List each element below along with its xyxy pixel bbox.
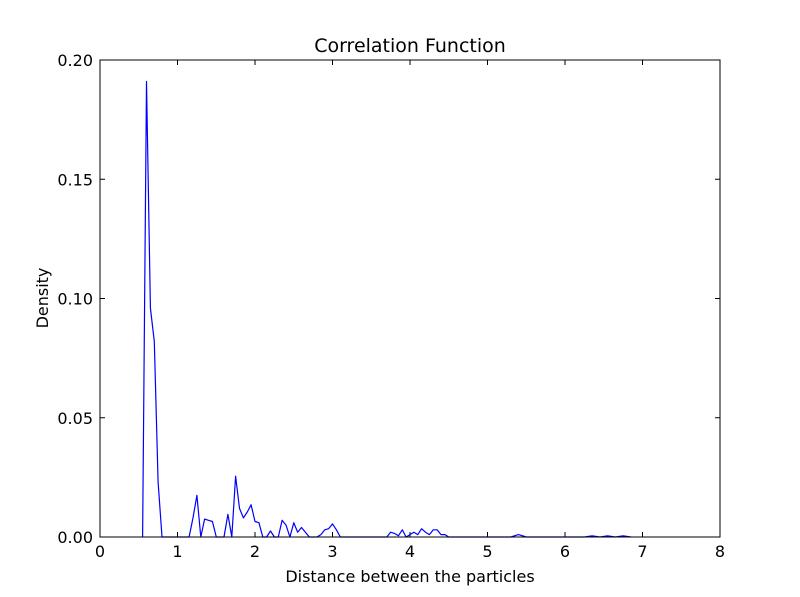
x-tick-label: 3 [327,542,337,561]
x-tick-label: 2 [250,542,260,561]
x-tick-label: 4 [405,542,415,561]
chart-title: Correlation Function [314,35,506,57]
y-tick-label: 0.15 [57,170,93,189]
y-axis-title: Density [33,268,52,329]
y-tick-label: 0.10 [57,290,93,309]
plot-background [100,60,720,537]
x-tick-label: 7 [637,542,647,561]
x-tick-label: 8 [715,542,725,561]
series-line [142,80,631,538]
x-tick-label: 5 [482,542,492,561]
x-tick-label: 6 [560,542,570,561]
plot-frame [99,59,721,538]
y-tick-label: 0.05 [57,409,93,428]
y-tick-label: 0.20 [57,51,93,70]
x-tick-label: 0 [95,542,105,561]
x-ticks: 0 1 2 3 4 5 6 7 8 [95,60,725,561]
x-axis-title: Distance between the particles [285,567,534,586]
x-tick-label: 1 [172,542,182,561]
y-tick-label: 0.00 [57,528,93,547]
